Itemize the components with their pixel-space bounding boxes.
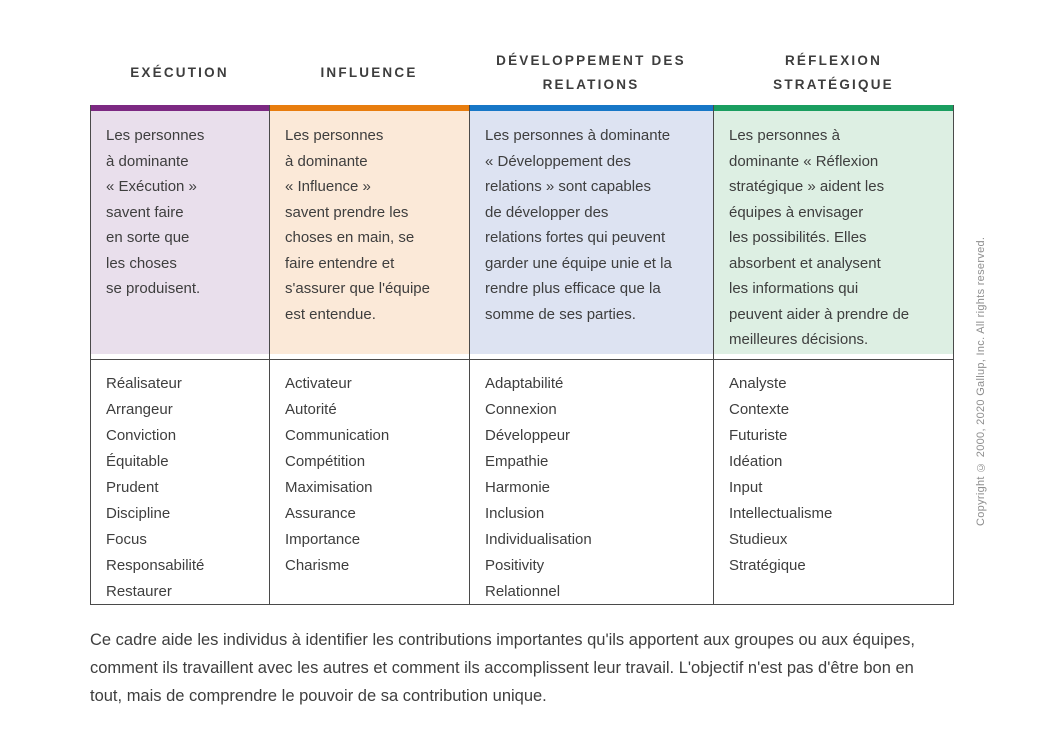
domains-table: EXÉCUTION INFLUENCE DÉVELOPPEMENT DES RE… — [90, 48, 954, 605]
strengths-list-relationship-building: Adaptabilité Connexion Développeur Empathie… — [485, 371, 699, 605]
strength-item: Assurance — [285, 505, 356, 522]
strength-item: Focus — [106, 531, 147, 548]
description-cell-influence: Les personnes à dominante « Influence » … — [269, 105, 469, 359]
description-text-influence: Les personnes à dominante « Influence » … — [270, 111, 469, 354]
strength-item: Restaurer — [106, 583, 172, 600]
description-text-strategic-thinking: Les personnes à dominante « Réflexion st… — [714, 111, 953, 354]
description-text-relationship-building: Les personnes à dominante « Développemen… — [470, 111, 713, 354]
strength-item: Arrangeur — [106, 401, 173, 418]
header-execution-label: EXÉCUTION — [130, 65, 229, 80]
header-strategic-thinking: RÉFLEXION STRATÉGIQUE — [713, 48, 954, 98]
strengths-row: Réalisateur Arrangeur Conviction Équitable P… — [90, 359, 954, 605]
strength-item: Réalisateur — [106, 375, 182, 392]
strength-item: Autorité — [285, 401, 337, 418]
color-bar-execution — [91, 105, 269, 111]
strengths-cell-strategic-thinking: Analyste Contexte Futuriste Idéation Input In… — [713, 359, 954, 605]
strength-item: Activateur — [285, 375, 352, 392]
strength-item: Analyste — [729, 375, 787, 392]
strength-item: Communication — [285, 427, 390, 444]
strengths-list-execution: Réalisateur Arrangeur Conviction Équitable P… — [106, 371, 255, 605]
description-cell-relationship-building: Les personnes à dominante « Développemen… — [469, 105, 713, 359]
strength-item: Harmonie — [485, 479, 551, 496]
strength-item: Importance — [285, 531, 361, 548]
description-cell-strategic-thinking: Les personnes à dominante « Réflexion st… — [713, 105, 954, 359]
strength-item: Charisme — [285, 557, 350, 574]
strength-item: Studieux — [729, 531, 788, 548]
strength-item: Maximisation — [285, 479, 373, 496]
strengths-cell-influence: Activateur Autorité Communication Compétiti… — [269, 359, 469, 605]
strength-item: Intellectualisme — [729, 505, 833, 522]
header-strategic-thinking-label: RÉFLEXION STRATÉGIQUE — [773, 53, 894, 92]
strength-item: Responsabilité — [106, 557, 205, 574]
strength-item: Adaptabilité — [485, 375, 564, 392]
strengths-cell-execution: Réalisateur Arrangeur Conviction Équitable P… — [90, 359, 269, 605]
framework-explanation-text: Ce cadre aide les individus à identifier… — [90, 631, 915, 705]
strength-item: Positivity — [485, 557, 545, 574]
strengths-list-influence: Activateur Autorité Communication Compétiti… — [285, 371, 455, 579]
header-execution: EXÉCUTION — [90, 48, 269, 98]
strength-item: Développeur — [485, 427, 571, 444]
header-influence: INFLUENCE — [269, 48, 469, 98]
description-cell-execution: Les personnes à dominante « Exécution » … — [90, 105, 269, 359]
color-bar-strategic-thinking — [714, 105, 953, 111]
strength-item: Empathie — [485, 453, 549, 470]
strength-item: Compétition — [285, 453, 366, 470]
strength-item: Relationnel — [485, 583, 561, 600]
description-text-execution: Les personnes à dominante « Exécution » … — [91, 111, 269, 354]
color-bar-influence — [270, 105, 469, 111]
description-row: Les personnes à dominante « Exécution » … — [90, 105, 954, 359]
strength-item: Conviction — [106, 427, 177, 444]
strengths-list-strategic-thinking: Analyste Contexte Futuriste Idéation Input In… — [729, 371, 939, 579]
strength-item: Idéation — [729, 453, 783, 470]
color-bar-relationship-building — [470, 105, 713, 111]
strengths-cell-relationship-building: Adaptabilité Connexion Développeur Empathie… — [469, 359, 713, 605]
header-relationship-building: DÉVELOPPEMENT DES RELATIONS — [469, 48, 713, 98]
strength-item: Connexion — [485, 401, 557, 418]
header-relationship-building-label: DÉVELOPPEMENT DES RELATIONS — [496, 53, 686, 92]
strength-item: Inclusion — [485, 505, 545, 522]
strength-item: Contexte — [729, 401, 790, 418]
header-influence-label: INFLUENCE — [320, 65, 418, 80]
strength-item: Individualisation — [485, 531, 592, 548]
domain-headers-row: EXÉCUTION INFLUENCE DÉVELOPPEMENT DES RE… — [90, 48, 954, 98]
strength-item: Stratégique — [729, 557, 806, 574]
strength-item: Input — [729, 479, 763, 496]
strength-item: Équitable — [106, 453, 169, 470]
strength-item: Prudent — [106, 479, 159, 496]
copyright-notice: Copyright © 2000, 2020 Gallup, Inc. All … — [975, 236, 987, 526]
strength-item: Futuriste — [729, 427, 788, 444]
strength-item: Discipline — [106, 505, 171, 522]
